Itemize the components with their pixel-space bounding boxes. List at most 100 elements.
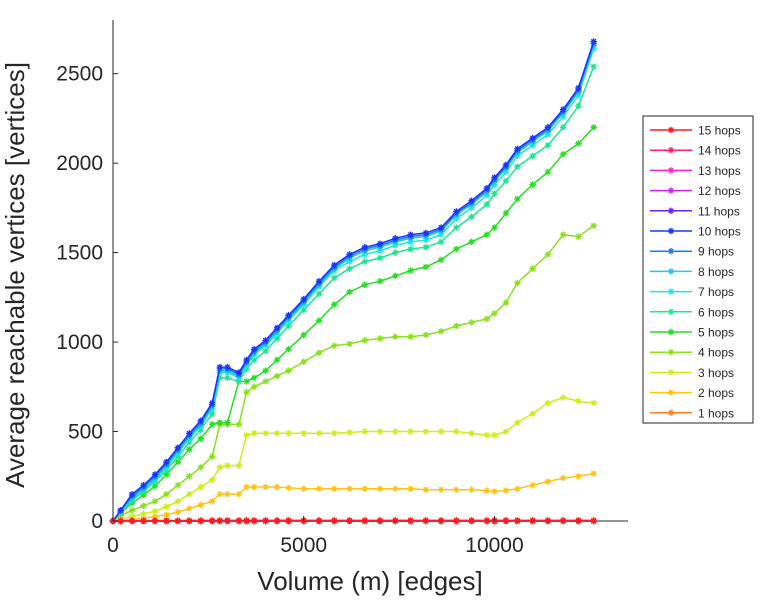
data-point	[243, 365, 250, 373]
legend-marker	[667, 248, 675, 255]
data-point	[407, 333, 414, 340]
data-point	[468, 213, 475, 221]
data-point	[250, 346, 258, 353]
data-point	[300, 358, 307, 365]
data-point	[483, 231, 491, 238]
data-point	[285, 322, 292, 330]
data-point	[224, 490, 231, 498]
data-point	[575, 102, 582, 110]
data-point	[250, 383, 258, 391]
data-point	[361, 428, 368, 435]
data-point	[285, 430, 292, 437]
data-point	[437, 328, 445, 335]
data-point	[346, 517, 353, 525]
legend-item: 13 hops	[650, 164, 741, 178]
data-point	[529, 152, 536, 160]
data-point	[361, 485, 368, 492]
data-point	[529, 134, 536, 142]
data-point	[216, 419, 224, 426]
legend-marker	[667, 349, 675, 356]
legend-label: 9 hops	[698, 245, 734, 259]
data-point	[544, 517, 552, 525]
data-point	[361, 244, 368, 251]
legend-item: 6 hops	[650, 305, 734, 319]
legend-label: 5 hops	[698, 326, 734, 340]
data-point	[285, 517, 292, 525]
data-point	[559, 474, 567, 482]
data-point	[235, 490, 243, 498]
legend-item: 1 hops	[650, 406, 734, 420]
data-point	[559, 106, 567, 113]
data-point	[590, 399, 597, 407]
data-point	[273, 483, 281, 491]
data-point	[235, 421, 243, 428]
legend-marker	[667, 167, 675, 174]
legend-label: 14 hops	[698, 144, 741, 158]
data-point	[437, 224, 445, 231]
series-line	[112, 41, 595, 522]
data-point	[151, 513, 159, 520]
data-point	[151, 482, 159, 490]
data-point	[250, 483, 258, 491]
data-point	[590, 124, 597, 131]
legend-item: 9 hops	[650, 245, 734, 259]
data-point	[208, 410, 216, 417]
data-point	[262, 483, 269, 491]
data-point	[468, 204, 475, 212]
data-point	[224, 363, 231, 371]
series-8-hops	[109, 41, 597, 525]
data-point	[483, 184, 491, 192]
legend: 15 hops 14 hops 13 hops 12 hops 11 hops 10 ho…	[642, 115, 754, 424]
data-point	[514, 145, 521, 153]
x-axis-label: Volume (m) [edges]	[257, 566, 482, 596]
data-point	[273, 517, 281, 525]
data-point	[197, 417, 204, 424]
data-point	[422, 428, 430, 435]
data-point	[529, 142, 536, 149]
data-point	[491, 181, 498, 188]
data-point	[491, 310, 498, 317]
data-point	[273, 324, 281, 331]
data-point	[392, 333, 399, 340]
data-point	[151, 498, 159, 505]
data-point	[453, 486, 460, 493]
series-line	[112, 43, 595, 522]
y-axis-label: Average reachable vertices [vertices]	[0, 62, 30, 488]
data-point	[250, 430, 258, 437]
data-point	[453, 224, 460, 231]
data-point	[216, 490, 224, 498]
data-point	[453, 245, 460, 253]
data-point	[186, 446, 193, 453]
data-point	[140, 502, 147, 509]
data-point	[502, 168, 510, 176]
legend-marker	[667, 147, 675, 154]
data-point	[285, 484, 292, 492]
data-point	[174, 482, 182, 489]
data-point	[376, 240, 384, 247]
x-tick-label: 0	[107, 534, 119, 557]
legend-label: 11 hops	[698, 204, 740, 218]
series-3-hops	[109, 394, 597, 525]
data-point	[453, 208, 460, 215]
data-point	[407, 231, 414, 238]
data-point	[315, 317, 323, 324]
legend-item: 5 hops	[650, 326, 734, 340]
data-point	[407, 517, 414, 525]
ticks-layer: 0 5000 10000 0 500 1000 1500 2000 2500	[56, 63, 523, 557]
data-point	[163, 490, 170, 498]
data-point	[331, 430, 338, 437]
data-point	[544, 142, 552, 149]
data-point	[437, 517, 445, 525]
legend-item: 15 hops	[650, 124, 741, 138]
data-point	[197, 483, 204, 491]
data-point	[331, 261, 338, 269]
data-point	[163, 511, 170, 518]
data-point	[331, 301, 338, 308]
data-point	[273, 335, 281, 342]
data-point	[243, 388, 250, 396]
data-point	[491, 190, 498, 197]
y-tick-label: 500	[68, 421, 103, 444]
data-point	[544, 478, 552, 485]
data-point	[502, 517, 510, 525]
data-point	[208, 498, 216, 505]
